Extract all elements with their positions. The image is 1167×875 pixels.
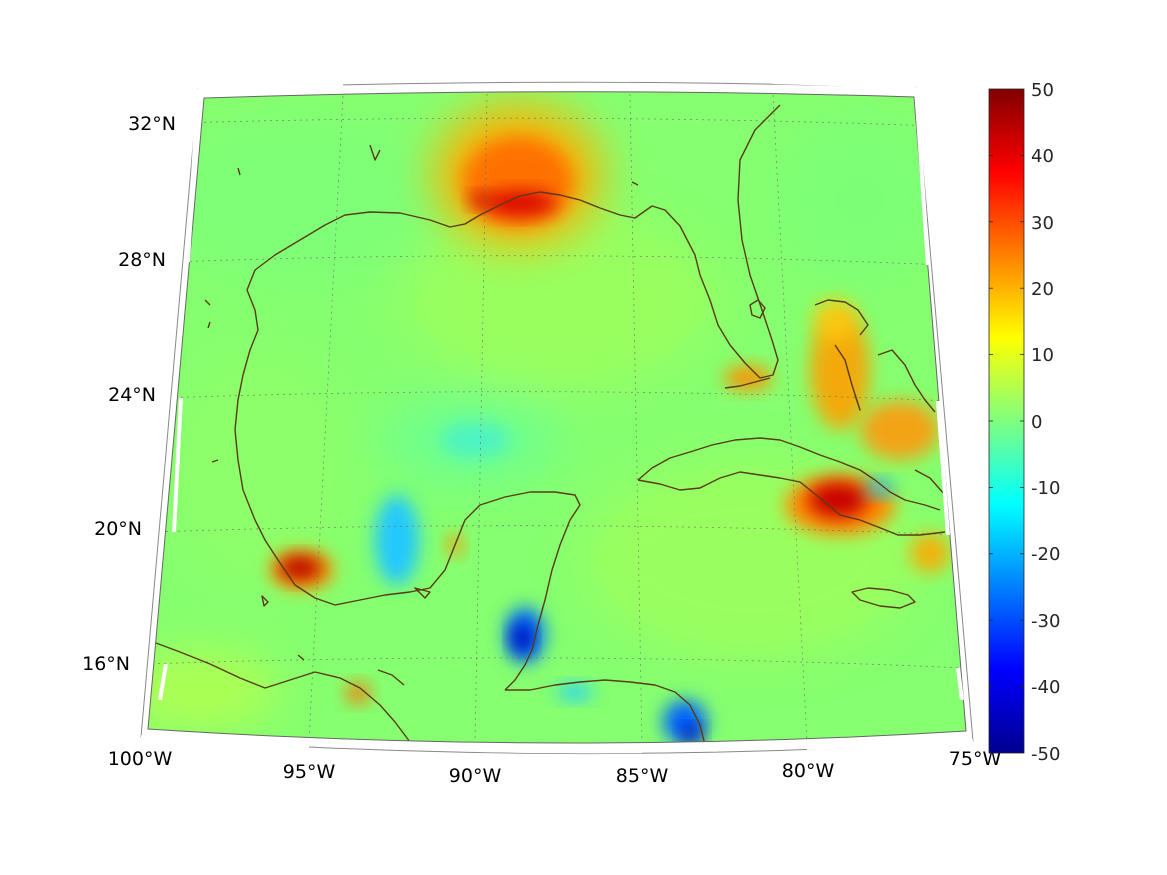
colorbar-label-10: 10 [1031, 345, 1054, 366]
colorbar-gradient [988, 88, 1025, 754]
field-texture [148, 120, 940, 730]
colorbar-label-neg40: -40 [1031, 677, 1060, 698]
coastline-florida-keys [724, 377, 771, 389]
latitude-labels: 32°N 28°N 24°N 20°N 16°N [82, 113, 176, 675]
colorbar-label-30: 30 [1031, 213, 1054, 234]
coastline-islands-misc [204, 144, 639, 686]
map-panel [148, 91, 966, 744]
lon-label-80: 80°W [782, 760, 835, 782]
frame-right-segments [914, 87, 964, 701]
colorbar-label-neg50: -50 [1031, 744, 1060, 765]
graticule [148, 93, 966, 744]
graticule-lon-90 [474, 93, 488, 744]
colorbar-label-neg30: -30 [1031, 611, 1060, 632]
colorbar-label-50: 50 [1031, 80, 1054, 101]
lon-label-85: 85°W [616, 765, 669, 787]
coastline-bahamas [814, 299, 946, 496]
graticule-lon-85 [629, 93, 643, 744]
graticule-lat-16 [148, 657, 966, 669]
lat-label-24: 24°N [108, 384, 156, 406]
coastlines [155, 104, 946, 744]
lat-label-20: 20°N [94, 518, 142, 540]
colorbar-label-0: 0 [1031, 412, 1042, 433]
lat-label-32: 32°N [128, 113, 176, 135]
frame-top-segments [197, 77, 917, 91]
graticule-lat-32 [179, 117, 936, 127]
lon-label-75: 75°W [949, 748, 1002, 770]
coastline-yucatan-east [504, 519, 571, 691]
coastline-cuba [637, 437, 946, 536]
colorbar-label-neg20: -20 [1031, 544, 1060, 565]
coastline-jamaica [851, 587, 916, 609]
anomaly-layer [270, 103, 950, 744]
graticule-lat-28 [171, 255, 944, 266]
lon-label-100: 100°W [108, 748, 173, 770]
colorbar-label-40: 40 [1031, 146, 1054, 167]
lat-label-28: 28°N [118, 249, 166, 271]
colorbar-labels: 50 40 30 20 10 0 -10 -20 -30 -40 -50 [1031, 80, 1060, 765]
colorbar-label-neg10: -10 [1031, 478, 1060, 499]
lon-label-95: 95°W [283, 761, 336, 783]
frame-bottom-segments [140, 735, 974, 754]
coastline-central-america [505, 679, 706, 744]
coastline-pacific-mexico [155, 642, 411, 743]
coastline-lake-okeechobee [749, 299, 766, 319]
coastline-gulf-north [246, 104, 781, 379]
colorbar-ticks [989, 154, 1024, 687]
coastline-gulf-west [234, 289, 581, 606]
map-frame [140, 77, 974, 755]
lon-label-90: 90°W [449, 765, 502, 787]
frame-left-segments [158, 88, 200, 701]
colorbar: 50 40 30 20 10 0 -10 -20 -30 -40 -50 [988, 80, 1060, 765]
colorbar-label-20: 20 [1031, 279, 1054, 300]
longitude-labels: 100°W 95°W 90°W 85°W 80°W 75°W [108, 748, 1002, 787]
lat-label-16: 16°N [82, 653, 130, 675]
